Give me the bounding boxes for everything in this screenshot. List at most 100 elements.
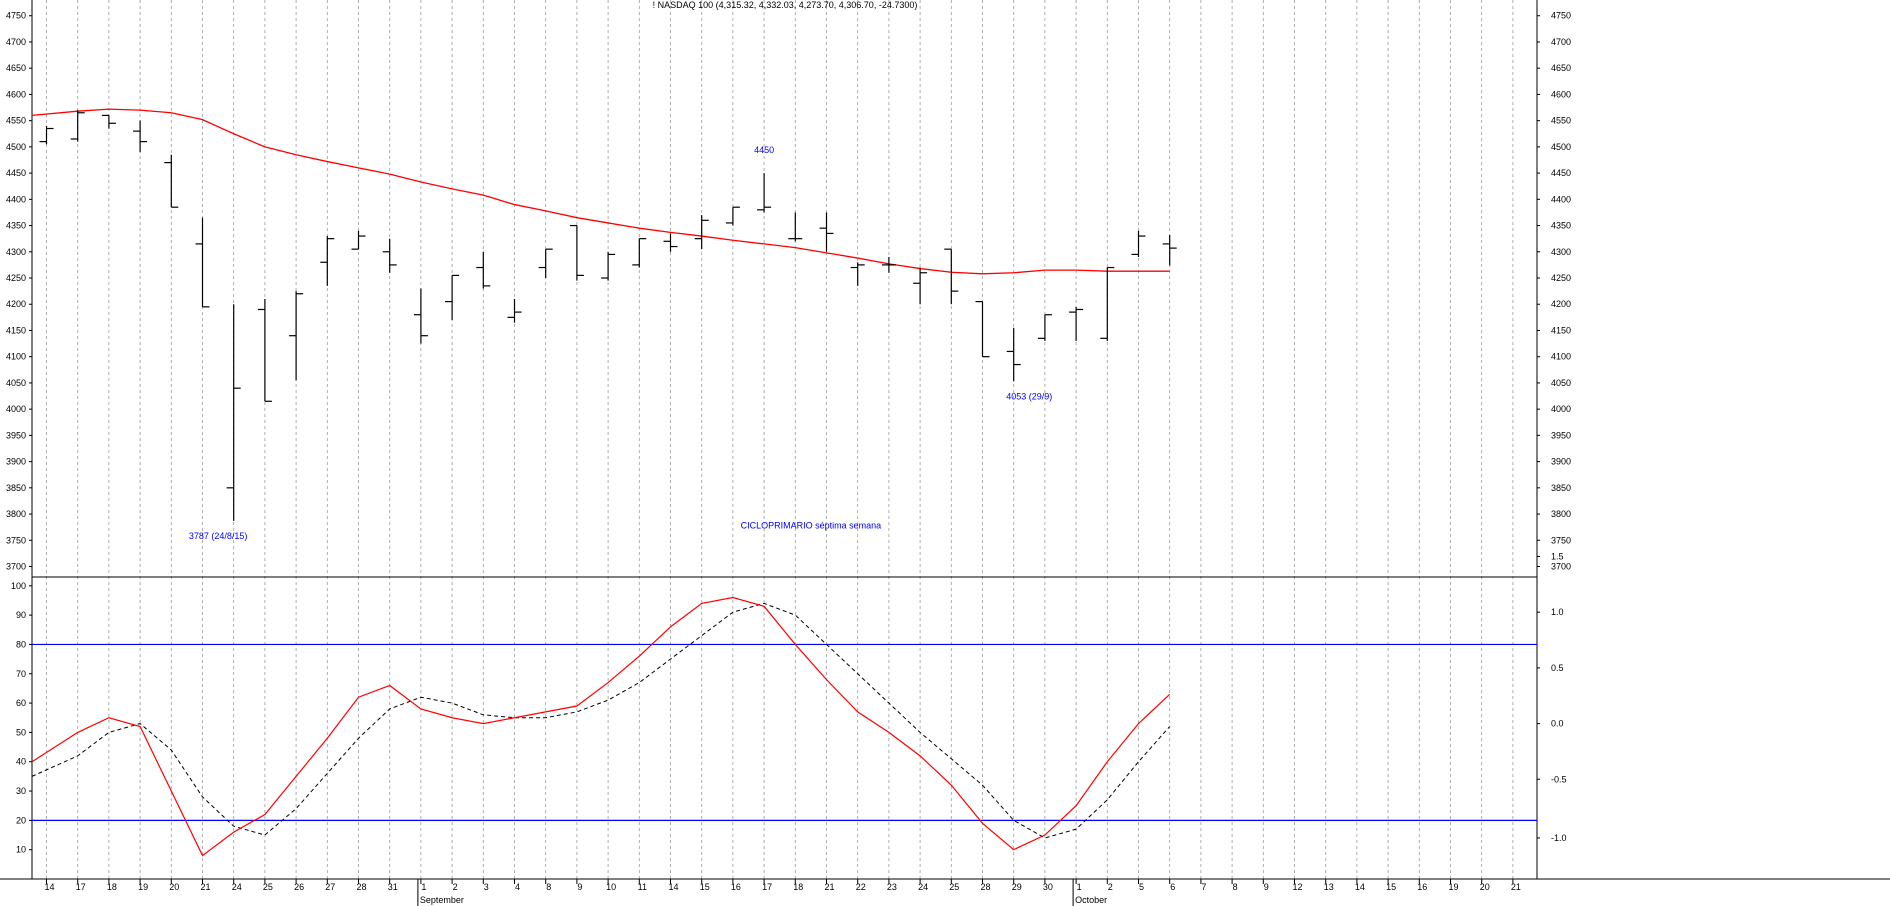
ohlc-bar (257, 298, 272, 402)
moving-average-line (31, 108, 1170, 275)
oscillator-left-tick-label: 80 (16, 639, 26, 649)
date-tick-label: 16 (1417, 882, 1427, 892)
ohlc-bar (195, 217, 210, 308)
date-tick-label: 14 (1355, 882, 1365, 892)
price-tick-label: 3800 (6, 509, 26, 519)
price-tick-label: 3950 (6, 430, 26, 440)
date-tick-label: 12 (1292, 882, 1302, 892)
ohlc-bar (601, 251, 616, 281)
ohlc-bar (476, 251, 491, 289)
date-tick-label: 7 (1201, 882, 1206, 892)
date-tick-label: 22 (856, 882, 866, 892)
price-tick-label: 4150 (1551, 325, 1571, 335)
date-tick-label: 1 (421, 882, 426, 892)
oscillator-lines (31, 596, 1171, 857)
date-tick-label: 1 (1077, 882, 1082, 892)
ohlc-bar (133, 120, 148, 153)
price-tick-label: 4350 (6, 221, 26, 231)
price-tick-label: 4200 (1551, 299, 1571, 309)
price-tick-label: 4000 (1551, 404, 1571, 414)
ohlc-bar (881, 257, 896, 273)
annotation-label: 3787 (24/8/15) (189, 531, 248, 541)
date-tick-label: 6 (1170, 882, 1175, 892)
ohlc-bar (663, 233, 678, 252)
date-tick-label: 21 (200, 882, 210, 892)
price-tick-label: 4200 (6, 299, 26, 309)
price-tick-label: 4050 (6, 378, 26, 388)
date-tick-label: 25 (949, 882, 959, 892)
ohlc-bar (1100, 266, 1115, 341)
price-tick-label: 4750 (1551, 11, 1571, 21)
annotation-label: 4053 (29/9) (1006, 391, 1052, 401)
price-tick-label: 4400 (6, 194, 26, 204)
ohlc-bar (913, 267, 928, 305)
oscillator-left-tick-label: 30 (16, 786, 26, 796)
date-tick-label: 23 (887, 882, 897, 892)
date-tick-label: 14 (668, 882, 678, 892)
ohlc-bar (351, 230, 366, 250)
ohlc-bar (320, 236, 335, 286)
oscillator-left-tick-label: 90 (16, 610, 26, 620)
oscillator-right-tick-label: 1.0 (1551, 607, 1564, 617)
ohlc-bar (1069, 306, 1084, 341)
date-tick-label: 16 (731, 882, 741, 892)
oscillator-left-tick-label: 20 (16, 815, 26, 825)
ohlc-bar (445, 274, 460, 320)
date-tick-label: 9 (577, 882, 582, 892)
annotation-label: 4450 (754, 145, 774, 155)
date-tick-label: 24 (918, 882, 928, 892)
oscillator-left-tick-label: 70 (16, 669, 26, 679)
price-tick-label: 3950 (1551, 430, 1571, 440)
price-tick-label: 4600 (1551, 89, 1571, 99)
oscillator-right-tick-label: 1.5 (1551, 551, 1564, 561)
moving-average-series (31, 108, 1170, 275)
price-tick-label: 4450 (1551, 168, 1571, 178)
ohlc-bar (757, 173, 772, 213)
price-tick-label: 3750 (1551, 535, 1571, 545)
ohlc-bar (632, 238, 647, 268)
price-tick-label: 4450 (6, 168, 26, 178)
date-tick-label: 27 (325, 882, 335, 892)
price-tick-label: 4350 (1551, 221, 1571, 231)
date-tick-label: 3 (484, 882, 489, 892)
oscillator-left-tick-label: 10 (16, 845, 26, 855)
oscillator-right-tick-label: -1.0 (1551, 833, 1567, 843)
date-tick-label: 8 (546, 882, 551, 892)
date-tick-label: 10 (606, 882, 616, 892)
date-tick-label: 15 (1386, 882, 1396, 892)
chart-title: ! NASDAQ 100 (4,315.32, 4,332.03, 4,273.… (653, 0, 918, 10)
date-tick-label: 26 (294, 882, 304, 892)
price-tick-label: 4300 (6, 247, 26, 257)
ohlc-bar (164, 154, 179, 208)
price-tick-label: 3700 (6, 562, 26, 572)
annotations: 4450 3787 (24/8/15) 4053 (29/9) CICLOPRIMAR… (189, 145, 1052, 541)
ohlc-bar (39, 125, 54, 145)
oscillator-left-tick-label: 50 (16, 727, 26, 737)
oscillator-signal-line (31, 602, 1171, 839)
price-tick-label: 3900 (6, 457, 26, 467)
ohlc-bar (850, 262, 865, 286)
price-tick-label: 4500 (1551, 142, 1571, 152)
date-tick-label: 20 (169, 882, 179, 892)
date-tick-label: 8 (1233, 882, 1238, 892)
ohlc-bar (1006, 327, 1021, 382)
price-tick-label: 4600 (6, 89, 26, 99)
oscillator-left-tick-label: 100 (11, 581, 26, 591)
price-tick-label: 4750 (6, 11, 26, 21)
price-tick-label: 4300 (1551, 247, 1571, 257)
price-tick-label: 4250 (6, 273, 26, 283)
date-tick-label: 18 (107, 882, 117, 892)
date-tick-label: 4 (515, 882, 520, 892)
price-tick-label: 4700 (6, 37, 26, 47)
oscillator-left-tick-label: 60 (16, 698, 26, 708)
oscillator-right-tick-label: 0.0 (1551, 719, 1564, 729)
date-tick-label: 24 (232, 882, 242, 892)
grid-lines (46, 0, 1514, 879)
ohlc-bar (725, 206, 740, 226)
date-tick-label: 20 (1480, 882, 1490, 892)
date-tick-label: 9 (1264, 882, 1269, 892)
price-tick-label: 4250 (1551, 273, 1571, 283)
ohlc-bar (1162, 234, 1177, 266)
price-tick-label: 4700 (1551, 37, 1571, 47)
